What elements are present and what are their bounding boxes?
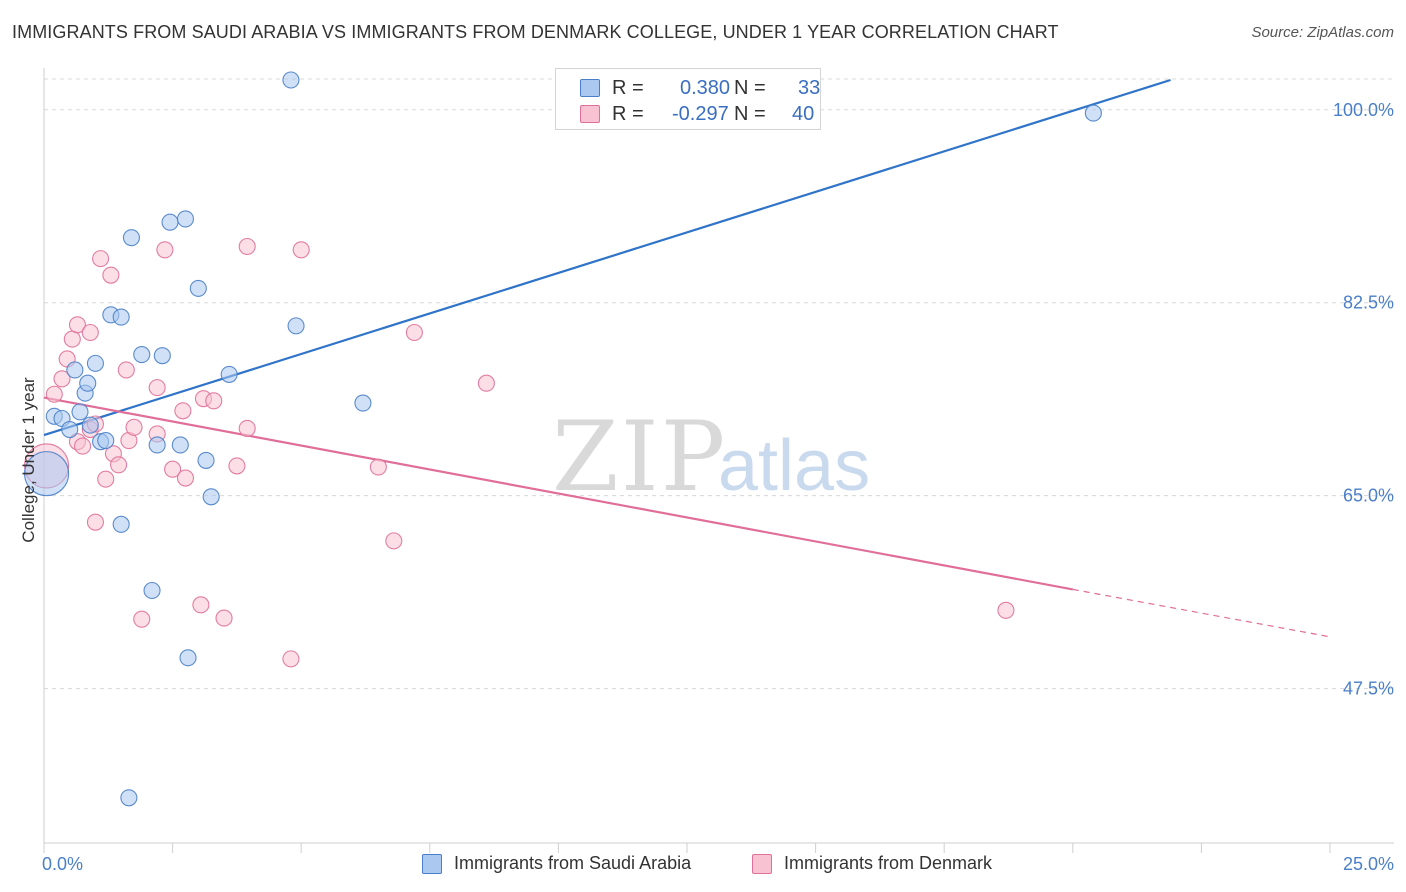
- point-denmark: [156, 241, 174, 259]
- y-tick-label: 65.0%: [1343, 486, 1394, 506]
- point-denmark: [117, 361, 135, 379]
- grid-lines: [44, 78, 1394, 690]
- legend-swatch-pink: [580, 105, 600, 123]
- point-denmark: [385, 532, 403, 550]
- point-denmark: [110, 456, 128, 474]
- point-denmark: [292, 241, 310, 259]
- point-saudi-arabia: [189, 279, 207, 297]
- point-denmark: [997, 601, 1015, 619]
- point-denmark: [68, 316, 86, 334]
- point-denmark: [92, 250, 110, 268]
- watermark-zip: ZIP: [552, 401, 727, 513]
- legend-n-value: 40: [792, 103, 815, 125]
- point-denmark: [369, 458, 387, 476]
- point-saudi-arabia: [1084, 104, 1102, 122]
- legend-swatch-blue: [580, 79, 600, 97]
- point-denmark: [81, 323, 99, 342]
- legend-item-saudi-arabia: Immigrants from Saudi Arabia: [422, 852, 732, 878]
- legend-r-value: -0.297: [672, 103, 729, 125]
- point-denmark: [228, 457, 246, 475]
- point-denmark: [97, 470, 115, 488]
- point-saudi-arabia: [120, 789, 138, 807]
- legend-swatch-blue: [422, 854, 442, 874]
- data-points: [24, 71, 1102, 807]
- point-saudi-arabia: [220, 365, 238, 383]
- point-saudi-arabia: [86, 354, 104, 372]
- point-saudi-arabia: [148, 436, 166, 454]
- point-saudi-arabia: [143, 581, 161, 600]
- x-tick-label-max: 25.0%: [1343, 854, 1394, 874]
- point-denmark: [102, 266, 120, 284]
- point-denmark: [148, 379, 166, 397]
- trend-line-saudi-arabia: [43, 78, 1171, 437]
- point-denmark: [74, 437, 92, 455]
- point-denmark: [164, 460, 182, 478]
- point-saudi-arabia: [97, 432, 115, 450]
- watermark: ZIP atlas: [552, 401, 870, 513]
- point-denmark: [205, 392, 223, 410]
- legend-swatch-pink: [752, 854, 772, 874]
- point-saudi-arabia: [282, 71, 300, 89]
- legend-n-label: N =: [734, 103, 766, 125]
- source-label: Source: ZipAtlas.com: [1251, 24, 1394, 41]
- watermark-atlas: atlas: [718, 426, 870, 506]
- point-denmark: [238, 237, 256, 256]
- legend-label-saudi-arabia: Immigrants from Saudi Arabia: [454, 853, 692, 873]
- legend-n-label: N =: [734, 77, 766, 99]
- y-tick-label: 100.0%: [1333, 100, 1394, 120]
- y-axis-label: College, Under 1 year: [19, 377, 38, 543]
- point-saudi-arabia: [176, 210, 195, 228]
- legend-r-label: R =: [612, 77, 644, 99]
- point-saudi-arabia: [153, 347, 171, 365]
- trend-line-denmark-extrapolated: [1072, 588, 1331, 638]
- point-saudi-arabia: [112, 515, 130, 533]
- chart-title: IMMIGRANTS FROM SAUDI ARABIA VS IMMIGRAN…: [12, 22, 1059, 42]
- point-saudi-arabia: [179, 649, 197, 667]
- point-denmark: [125, 418, 143, 436]
- point-saudi-arabia: [354, 394, 372, 412]
- point-saudi-arabia: [133, 345, 151, 364]
- point-denmark: [174, 402, 192, 420]
- point-saudi-arabia: [71, 403, 89, 421]
- legend-r-value: 0.380: [680, 77, 731, 99]
- point-denmark: [86, 513, 104, 531]
- x-tick-label-min: 0.0%: [42, 854, 83, 874]
- trend-lines: [43, 78, 1331, 638]
- point-saudi-arabia: [287, 317, 305, 335]
- correlation-legend: R = 0.380 N = 33 R = -0.297 N = 40: [555, 68, 821, 130]
- point-saudi-arabia: [112, 308, 130, 326]
- x-ticks: [43, 843, 1331, 853]
- point-saudi-arabia: [79, 374, 97, 392]
- point-saudi-arabia: [81, 416, 99, 434]
- point-saudi-arabia: [171, 436, 189, 454]
- point-denmark: [53, 370, 71, 388]
- point-denmark: [405, 323, 423, 342]
- y-tick-labels: 47.5% 65.0% 82.5% 100.0%: [1333, 100, 1394, 699]
- point-denmark: [133, 610, 151, 628]
- point-denmark: [176, 469, 195, 487]
- point-saudi-arabia: [66, 361, 84, 379]
- point-denmark: [477, 374, 495, 392]
- point-denmark: [45, 385, 63, 403]
- trend-line-denmark: [43, 396, 1074, 591]
- legend-label-denmark: Immigrants from Denmark: [784, 853, 993, 873]
- legend-r-label: R =: [612, 103, 644, 125]
- point-saudi-arabia: [202, 488, 220, 506]
- point-denmark: [282, 650, 300, 668]
- legend-n-value: 33: [798, 77, 821, 99]
- y-tick-label: 82.5%: [1343, 293, 1394, 313]
- point-denmark: [238, 419, 256, 437]
- point-saudi-arabia: [61, 420, 79, 439]
- point-denmark: [215, 609, 233, 627]
- point-saudi-arabia: [122, 229, 140, 247]
- point-saudi-arabia: [24, 451, 70, 497]
- y-tick-label: 47.5%: [1343, 679, 1394, 699]
- legend-item-denmark: Immigrants from Denmark: [752, 852, 1042, 878]
- point-denmark: [192, 596, 210, 614]
- point-denmark: [63, 330, 81, 348]
- point-saudi-arabia: [161, 213, 179, 231]
- point-saudi-arabia: [197, 451, 215, 469]
